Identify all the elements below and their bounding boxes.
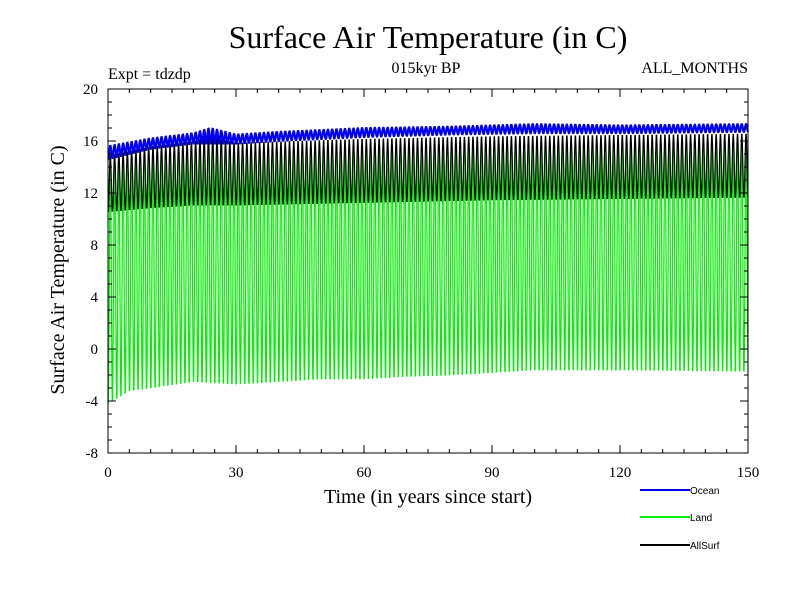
y-tick-label: 20 bbox=[83, 82, 98, 98]
subtitle-months: ALL_MONTHS bbox=[641, 60, 748, 77]
x-tick-label: 120 bbox=[609, 465, 632, 481]
legend-label-land: Land bbox=[690, 513, 712, 524]
subtitle-experiment: Expt = tdzdp bbox=[108, 66, 191, 83]
legend-label-ocean: Ocean bbox=[690, 486, 719, 497]
x-tick-label: 0 bbox=[104, 465, 112, 481]
x-axis-label: Time (in years since start) bbox=[324, 486, 532, 508]
y-axis-label: Surface Air Temperature (in C) bbox=[47, 145, 69, 394]
y-tick-label: 12 bbox=[83, 186, 98, 202]
x-tick-label: 30 bbox=[229, 465, 244, 481]
series-layer bbox=[107, 123, 750, 404]
y-tick-label: 4 bbox=[91, 290, 99, 306]
legend: Ocean Land AllSurf bbox=[640, 486, 720, 552]
series-line-land bbox=[107, 141, 749, 404]
series-line-allsurf bbox=[107, 133, 749, 213]
y-tick-label: -8 bbox=[86, 446, 99, 462]
subtitle-period: 015kyr BP bbox=[392, 60, 461, 77]
chart-title: Surface Air Temperature (in C) bbox=[229, 19, 628, 55]
y-tick-label: 0 bbox=[91, 342, 99, 358]
x-tick-label: 60 bbox=[357, 465, 372, 481]
x-tick-label: 90 bbox=[485, 465, 500, 481]
legend-label-allsurf: AllSurf bbox=[690, 541, 720, 552]
y-tick-label: 8 bbox=[91, 238, 99, 254]
x-tick-label: 150 bbox=[737, 465, 760, 481]
series-line-ocean bbox=[107, 123, 750, 161]
y-tick-label: -4 bbox=[86, 394, 99, 410]
ticks-layer: -8 -4 0 4 8 12 16 20 0 30 60 90 120 150 bbox=[83, 82, 759, 481]
y-tick-label: 16 bbox=[83, 134, 99, 150]
